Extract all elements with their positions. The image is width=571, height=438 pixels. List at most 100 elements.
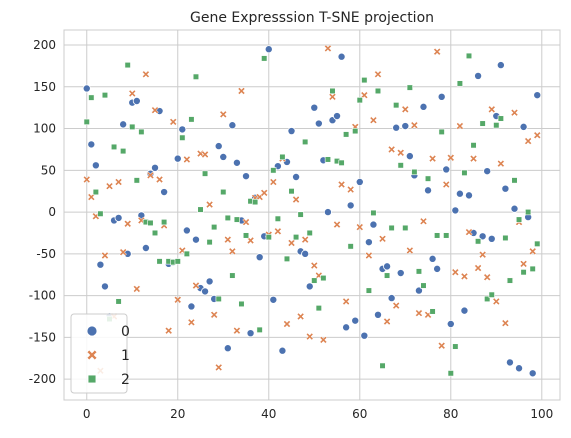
point-series-2 — [529, 265, 536, 272]
point-series-2 — [406, 84, 413, 91]
point-series-1 — [456, 122, 464, 130]
point-series-2 — [511, 177, 518, 184]
point-series-2 — [506, 277, 514, 284]
point-series-0 — [100, 282, 109, 291]
point-series-0 — [364, 238, 373, 247]
point-series-2 — [261, 55, 268, 62]
y-tick-label: 100 — [33, 122, 56, 136]
point-series-0 — [119, 120, 128, 129]
point-series-0 — [91, 161, 100, 170]
point-series-1 — [301, 235, 309, 244]
point-series-2 — [233, 216, 241, 223]
point-series-2 — [479, 120, 486, 127]
point-series-0 — [355, 178, 364, 187]
point-series-2 — [83, 118, 90, 125]
point-series-1 — [460, 272, 469, 281]
x-tick-label: 80 — [443, 407, 458, 421]
point-series-0 — [141, 243, 150, 252]
point-series-2 — [370, 209, 377, 217]
point-series-2 — [151, 229, 159, 237]
point-series-2 — [388, 224, 395, 232]
point-series-0 — [305, 282, 314, 291]
point-series-1 — [283, 320, 291, 328]
point-series-0 — [428, 254, 437, 263]
point-series-1 — [442, 180, 451, 189]
point-series-1 — [128, 89, 137, 98]
point-series-0 — [501, 184, 510, 193]
point-series-2 — [306, 229, 313, 237]
point-series-2 — [343, 131, 350, 138]
point-series-2 — [443, 232, 450, 239]
point-series-1 — [274, 227, 282, 236]
point-series-1 — [396, 149, 405, 157]
point-series-2 — [252, 198, 259, 206]
point-series-2 — [484, 295, 491, 303]
point-series-2 — [88, 94, 95, 101]
point-series-0 — [160, 188, 169, 197]
point-series-2 — [288, 188, 295, 195]
point-series-1 — [82, 175, 91, 184]
point-series-1 — [451, 268, 460, 276]
y-tick-label: -100 — [29, 289, 56, 303]
point-series-0 — [451, 206, 460, 215]
point-series-0 — [219, 152, 228, 161]
point-series-0 — [401, 122, 410, 131]
point-series-1 — [369, 116, 378, 124]
point-series-1 — [346, 185, 355, 194]
point-series-0 — [264, 45, 273, 54]
point-series-0 — [114, 213, 123, 222]
point-series-2 — [361, 77, 368, 84]
point-series-1 — [319, 336, 328, 344]
point-series-0 — [178, 125, 187, 134]
legend-marker-2 — [87, 374, 97, 384]
point-series-0 — [201, 287, 210, 296]
point-series-0 — [314, 119, 323, 128]
point-series-1 — [155, 175, 164, 184]
point-series-2 — [138, 128, 145, 135]
point-series-2 — [429, 308, 436, 315]
data-points — [82, 44, 542, 378]
point-series-2 — [101, 92, 109, 99]
point-series-1 — [428, 154, 437, 163]
point-series-2 — [329, 87, 336, 95]
point-series-0 — [246, 329, 255, 338]
point-series-2 — [229, 272, 236, 279]
point-series-2 — [320, 274, 327, 282]
point-series-2 — [420, 282, 427, 289]
point-series-0 — [474, 71, 483, 80]
point-series-0 — [424, 186, 433, 195]
legend-label-1: 1 — [121, 348, 130, 364]
point-series-0 — [269, 295, 278, 304]
point-series-0 — [205, 277, 214, 286]
point-series-2 — [242, 232, 250, 239]
point-series-1 — [501, 319, 510, 327]
point-series-0 — [405, 152, 414, 161]
chart-title: Gene Expresssion T-SNE projection — [190, 10, 434, 26]
point-series-1 — [296, 312, 305, 321]
point-series-1 — [519, 260, 528, 268]
legend: 0 1 2 — [70, 313, 130, 394]
point-series-2 — [238, 300, 245, 308]
point-series-2 — [534, 240, 541, 247]
point-series-1 — [287, 239, 296, 247]
point-series-2 — [452, 343, 459, 350]
point-series-1 — [246, 236, 255, 245]
point-series-0 — [278, 346, 287, 355]
point-series-1 — [328, 93, 337, 101]
point-series-2 — [415, 268, 423, 275]
point-series-0 — [337, 52, 346, 61]
y-tick-label: 0 — [48, 205, 56, 219]
point-series-2 — [438, 128, 445, 135]
point-series-0 — [82, 84, 91, 93]
point-series-2 — [352, 127, 359, 135]
point-series-0 — [214, 142, 223, 151]
point-series-2 — [179, 134, 186, 141]
point-series-0 — [446, 319, 455, 328]
point-series-0 — [310, 103, 319, 112]
point-series-2 — [475, 238, 482, 245]
point-series-1 — [406, 246, 414, 255]
point-series-1 — [87, 193, 96, 201]
point-series-1 — [105, 182, 114, 190]
point-series-0 — [346, 201, 355, 210]
